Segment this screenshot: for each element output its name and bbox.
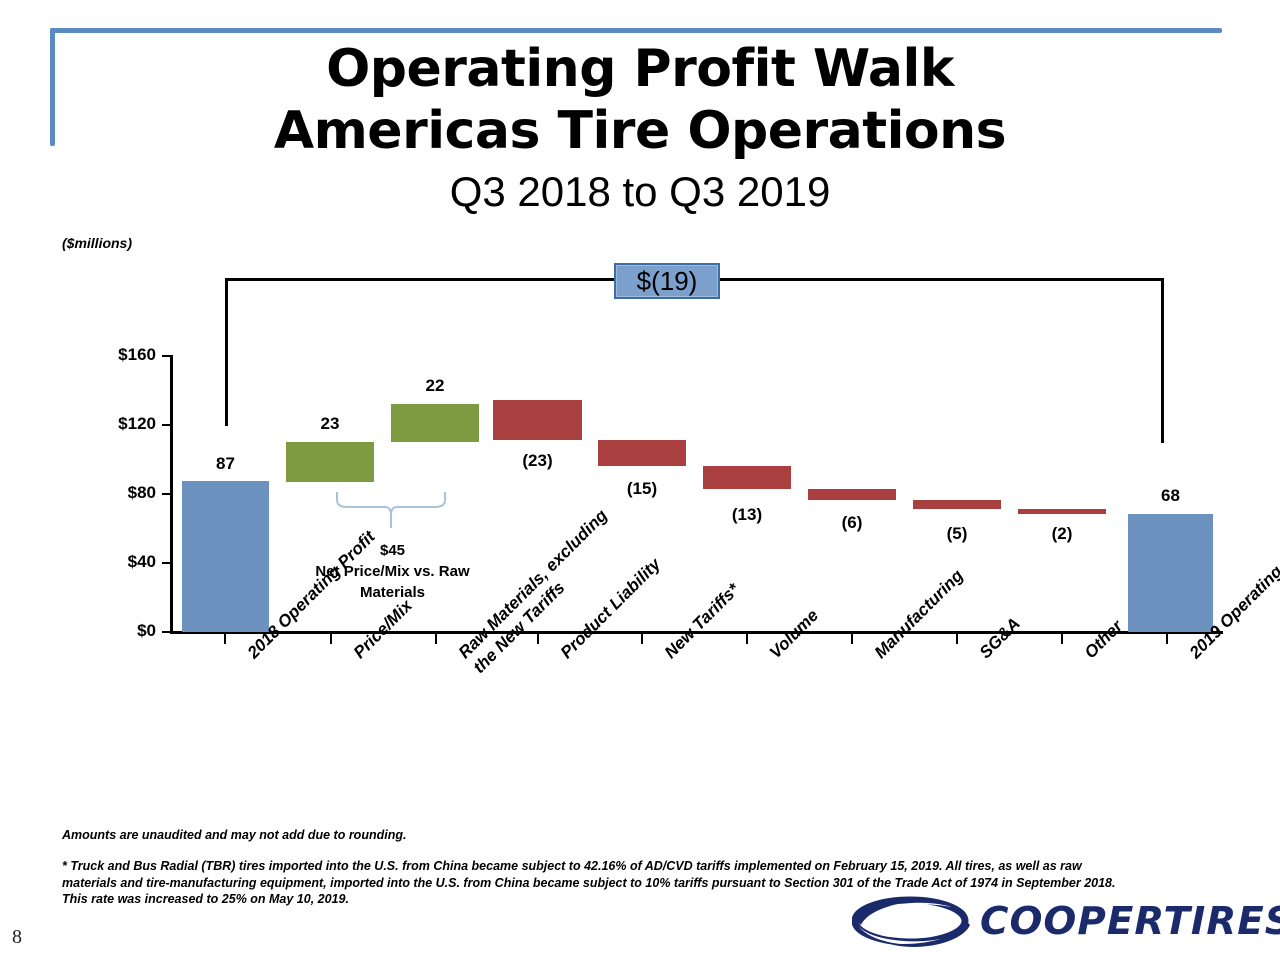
- bar-2019-operating-profit: [1128, 514, 1213, 632]
- title-line-3-period: Q3 2018 to Q3 2019: [449, 168, 831, 215]
- x-tick-3: [537, 634, 539, 644]
- bar-label-raw-materials: 22: [425, 376, 445, 395]
- y-axis-label-0: $0: [137, 621, 156, 640]
- bar-volume: [703, 466, 791, 489]
- brace-caption-line-1: Net Price/Mix vs. Raw: [315, 563, 470, 580]
- net-change-callout: $(19): [614, 263, 720, 299]
- footnote-rounding: Amounts are unaudited and may not add du…: [62, 828, 407, 842]
- x-label-raw-materials-line-2: the New Tariffs: [469, 578, 569, 677]
- x-tick-1: [330, 634, 332, 644]
- x-label-sga: SG&A: [975, 613, 1024, 663]
- page-number: 8: [12, 926, 22, 948]
- x-label-product-liability: Product Liability: [556, 554, 665, 663]
- y-axis-label-40: $40: [127, 552, 156, 571]
- x-tick-4: [641, 634, 643, 644]
- decorative-left-rule: [50, 28, 55, 146]
- bar-label-sga: (5): [946, 524, 968, 543]
- bar-label-product-liability: (23): [522, 451, 553, 470]
- decorative-top-rule: [50, 28, 1222, 33]
- callout-bracket-left-stem: [225, 278, 228, 426]
- x-label-volume: Volume: [765, 605, 823, 663]
- y-axis-label-120: $120: [118, 414, 156, 433]
- bar-label-volume: (13): [731, 505, 763, 524]
- bar-new-tariffs: [598, 440, 686, 466]
- x-tick-5: [746, 634, 748, 644]
- y-tick-0: [162, 631, 172, 633]
- x-tick-9: [1166, 634, 1168, 644]
- bar-label-2019-operating-profit: 68: [1161, 486, 1180, 505]
- y-tick-160: [162, 355, 172, 357]
- x-label-raw-materials-line-1: Raw Materials, excluding: [454, 505, 612, 663]
- x-tick-8: [1061, 634, 1063, 644]
- x-label-2018-operating-profit: 2018 Operating Profit: [243, 527, 379, 663]
- y-tick-120: [162, 424, 172, 426]
- y-tick-40: [162, 562, 172, 564]
- x-tick-6: [851, 634, 853, 644]
- bar-label-2018-operating-profit: 87: [216, 454, 235, 473]
- brace-icon: [335, 491, 447, 530]
- brace-caption-line-2: Materials: [359, 584, 426, 601]
- x-label-raw-materials: Raw Materials, excluding the New Tariffs: [454, 505, 612, 678]
- bar-2018-operating-profit: [182, 481, 269, 632]
- callout-bracket-right-stem: [1161, 278, 1164, 443]
- cooper-swoosh-icon: [851, 896, 970, 947]
- bar-label-other: (2): [1051, 524, 1073, 543]
- x-tick-2: [435, 634, 437, 644]
- bar-label-new-tariffs: (15): [626, 479, 658, 498]
- x-tick-7: [956, 634, 958, 644]
- x-axis-line: [170, 631, 1223, 634]
- bar-label-manufacturing: (6): [841, 513, 863, 532]
- units-label: ($millions): [62, 235, 133, 251]
- bar-label-price-mix: 23: [320, 414, 340, 433]
- x-label-other: Other: [1080, 616, 1127, 663]
- slide-title-block: Operating Profit Walk Americas Tire Oper…: [0, 38, 1280, 218]
- y-axis-label-80: $80: [127, 483, 156, 502]
- cooper-tires-wordmark: COOPERTIRES: [980, 899, 1280, 943]
- bar-sga: [913, 500, 1001, 509]
- y-axis-label-160: $160: [118, 345, 156, 364]
- x-tick-0: [224, 634, 226, 644]
- brace-annotation: $45 Net Price/Mix vs. Raw Materials: [300, 540, 485, 603]
- callout-bracket-rail-right: [717, 278, 1164, 281]
- bar-other: [1018, 509, 1106, 514]
- footnote-tariffs: * Truck and Bus Radial (TBR) tires impor…: [62, 859, 1116, 906]
- callout-bracket-rail-left: [225, 278, 617, 281]
- x-label-price-mix: Price/Mix: [349, 595, 416, 663]
- x-label-manufacturing: Manufacturing: [870, 565, 967, 663]
- bar-product-liability: [493, 400, 582, 440]
- title-line-2: Americas Tire Operations: [273, 101, 1007, 161]
- x-label-new-tariffs: New Tariffs*: [660, 579, 743, 663]
- brace-value: $45: [379, 542, 406, 559]
- bar-price-mix: [286, 442, 374, 482]
- y-tick-80: [162, 493, 172, 495]
- x-label-2019-operating-profit: 2019 Operating Profit: [1185, 527, 1280, 663]
- bar-raw-materials: [391, 404, 479, 442]
- title-line-1: Operating Profit Walk: [326, 39, 954, 99]
- bar-manufacturing: [808, 489, 896, 500]
- cooper-tires-logo: COOPERTIRES: [851, 895, 1280, 949]
